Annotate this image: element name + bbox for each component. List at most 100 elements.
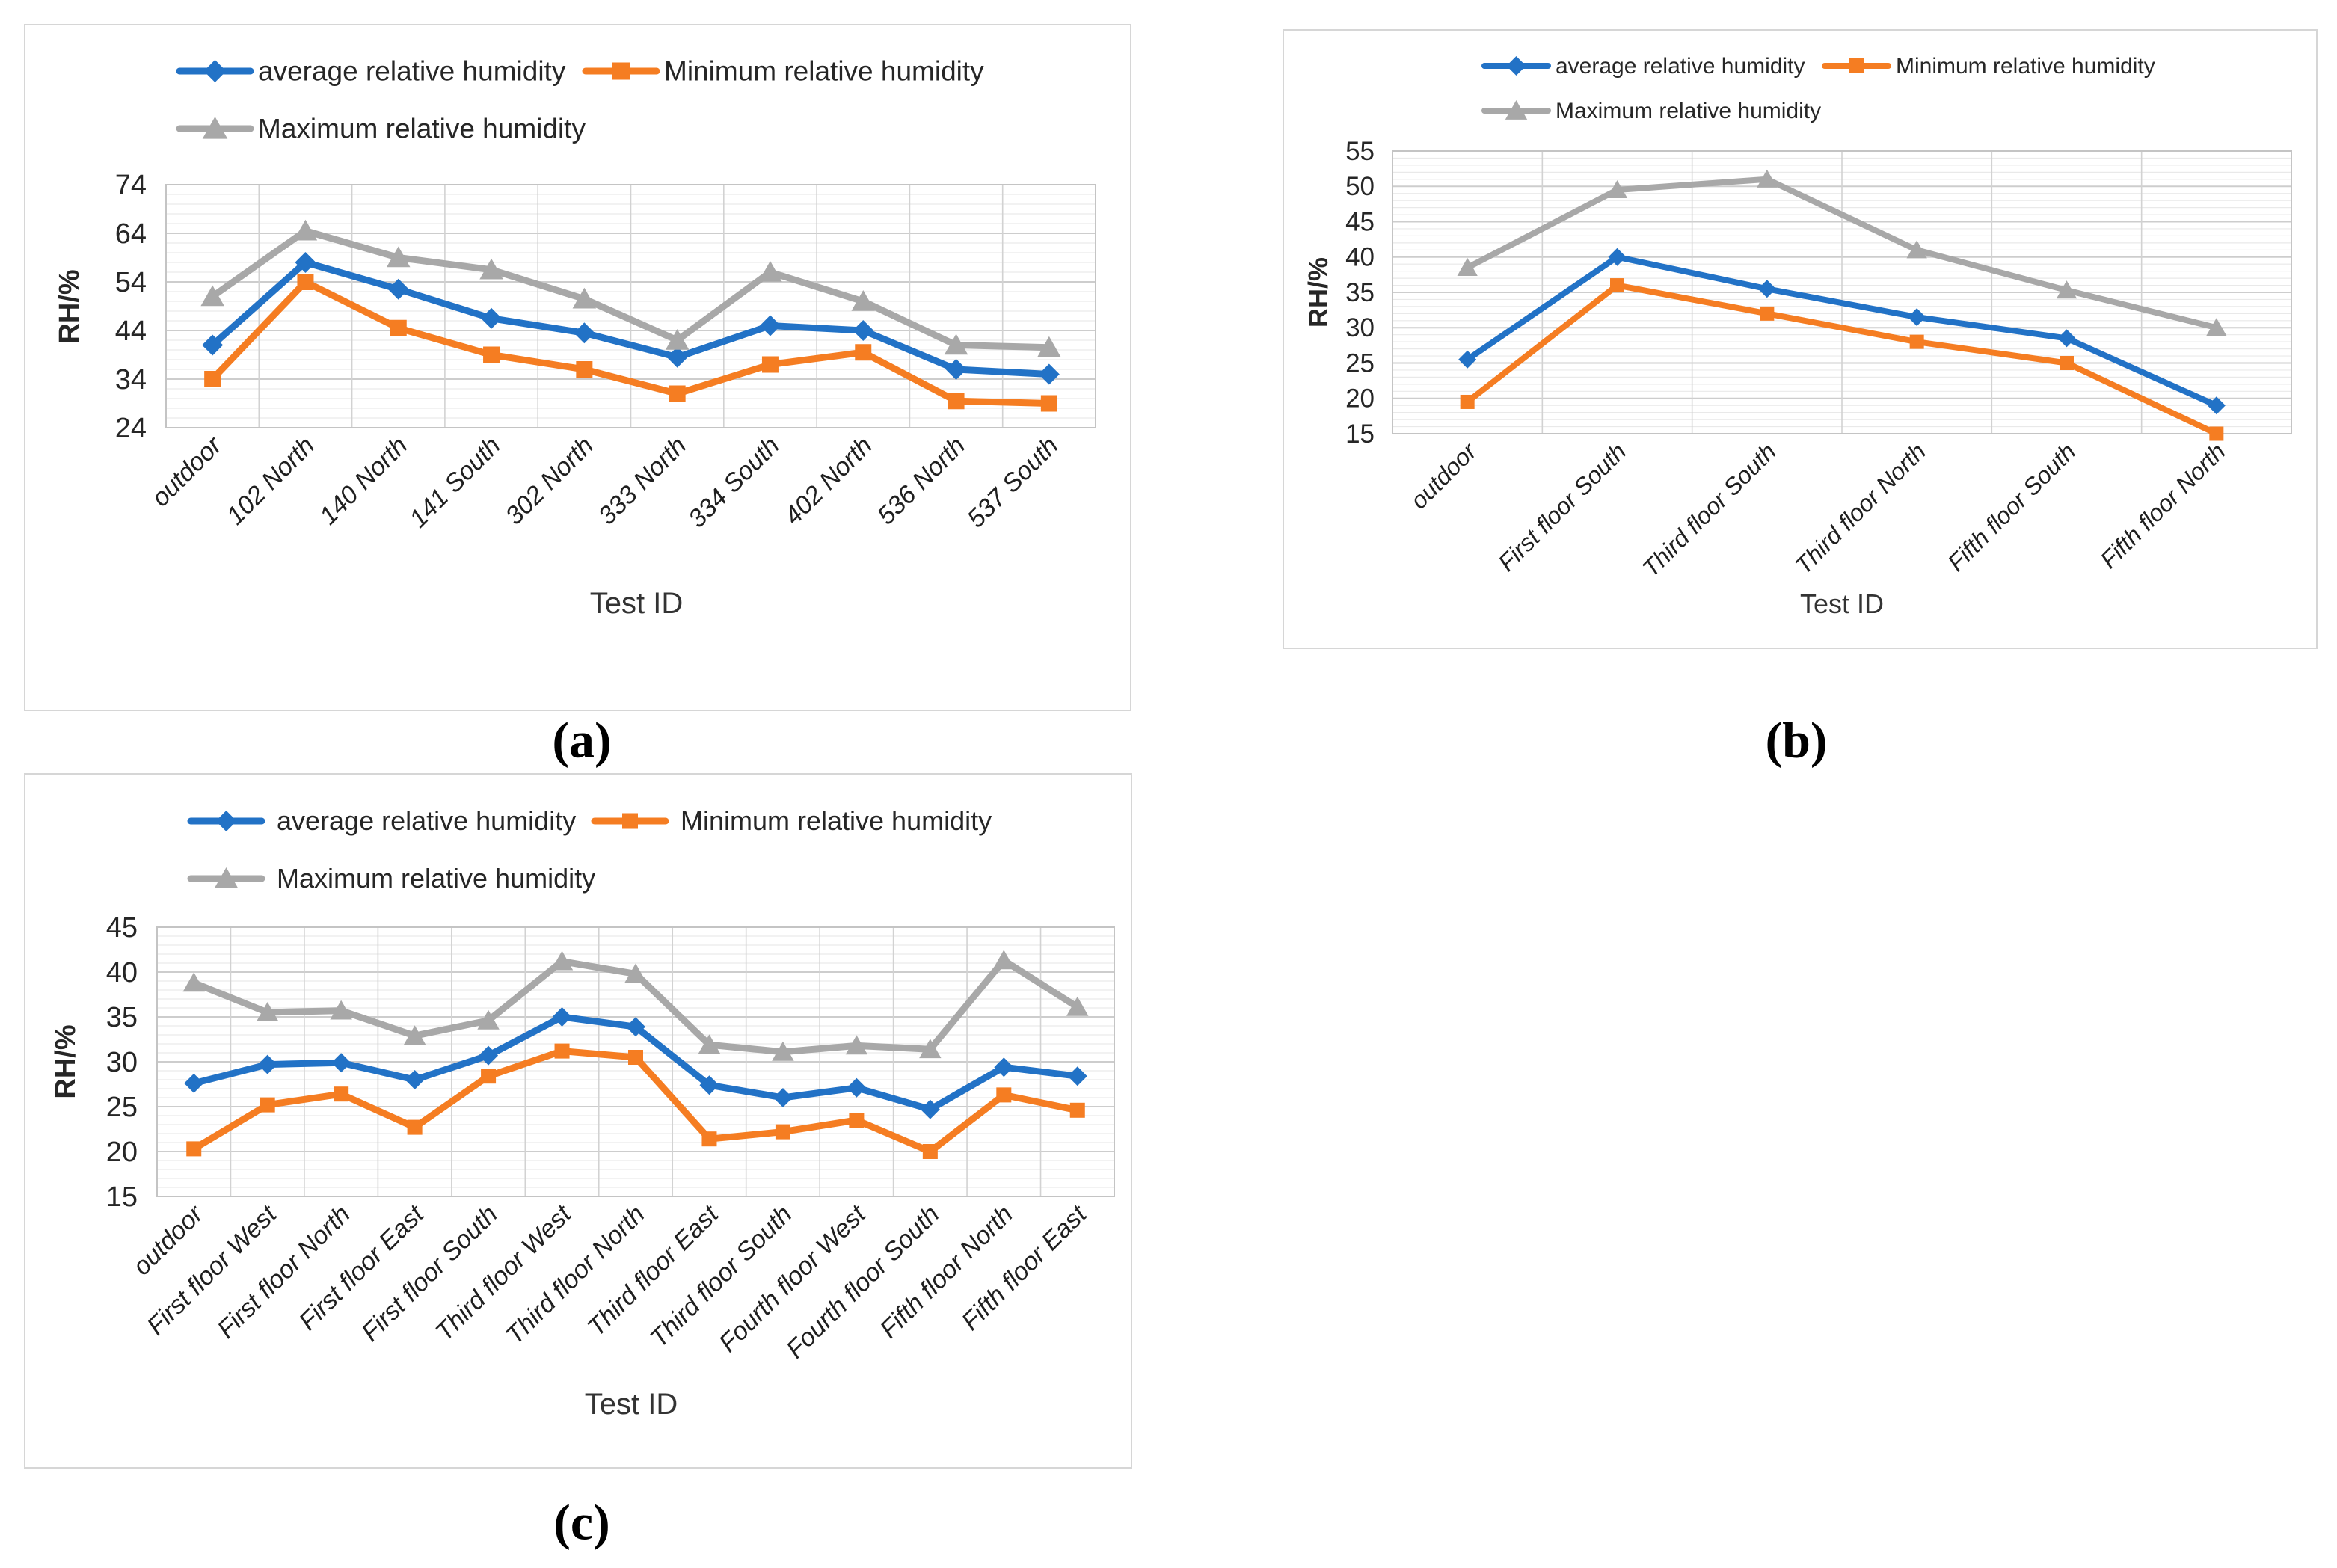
square-marker-icon (576, 361, 593, 378)
series-line-diamond (209, 259, 1053, 378)
square-marker-icon (407, 1119, 423, 1135)
diamond-marker-icon (2207, 396, 2226, 415)
series-line-triangle (1464, 176, 2220, 331)
diamond-marker-icon (920, 1099, 940, 1119)
vertical-gridlines (1541, 151, 2143, 434)
square-marker-icon (483, 346, 500, 363)
y-tick-label: 45 (1345, 207, 1375, 236)
triangle-marker-icon (944, 333, 968, 355)
series-maximum-relative-humidity (1457, 169, 2227, 336)
series-line-diamond (1464, 253, 2220, 409)
triangle-marker-icon (665, 329, 690, 350)
diamond-marker-icon (387, 278, 409, 300)
diamond-marker-icon (202, 334, 224, 356)
caption-a: (a) (552, 711, 612, 769)
diamond-marker-icon (853, 320, 874, 341)
series-minimum-relative-humidity (186, 1043, 1085, 1159)
square-marker-icon (996, 1087, 1012, 1103)
legend-label: Maximum relative humidity (258, 114, 586, 144)
series-line-triangle (209, 227, 1053, 351)
y-axis-title: RH/% (50, 1024, 82, 1098)
legend-diamond-icon (1506, 56, 1526, 76)
diamond-marker-icon (1038, 363, 1060, 385)
diamond-marker-icon (331, 1053, 351, 1073)
triangle-marker-icon (550, 950, 574, 971)
legend-item-average-relative-humidity: average relative humidity (187, 805, 576, 836)
triangle-marker-icon (624, 963, 647, 983)
square-marker-icon (186, 1141, 202, 1157)
square-marker-icon (260, 1097, 275, 1113)
triangle-marker-icon (479, 258, 503, 280)
series-average-relative-humidity (1458, 248, 2226, 415)
legend-diamond-icon (215, 811, 237, 831)
diamond-marker-icon (552, 1007, 572, 1027)
diamond-marker-icon (1067, 1066, 1087, 1086)
triangle-marker-icon (182, 972, 205, 992)
triangle-marker-icon (403, 1025, 426, 1045)
triangle-marker-icon (919, 1039, 942, 1059)
series-minimum-relative-humidity (1460, 278, 2224, 441)
triangle-marker-icon (477, 1009, 500, 1030)
square-marker-icon (701, 1131, 717, 1147)
plot-border (165, 184, 1096, 428)
y-tick-label: 44 (115, 316, 147, 347)
legend-item-maximum-relative-humidity: Maximum relative humidity (1481, 99, 1821, 123)
diamond-marker-icon (945, 359, 967, 380)
square-marker-icon (334, 1086, 349, 1102)
y-tick-label: 20 (1345, 384, 1375, 413)
square-marker-icon (761, 356, 779, 373)
legend-item-average-relative-humidity: average relative humidity (176, 56, 566, 87)
triangle-marker-icon (387, 246, 411, 268)
square-marker-icon (1760, 306, 1775, 321)
y-tick-label: 30 (1345, 313, 1375, 342)
diamond-marker-icon (1458, 350, 1477, 369)
triangle-marker-icon (1606, 179, 1628, 199)
square-marker-icon (1069, 1102, 1085, 1118)
square-marker-icon (922, 1144, 938, 1159)
triangle-marker-icon (2056, 280, 2077, 299)
triangle-marker-icon (1066, 996, 1089, 1016)
legend-item-average-relative-humidity: average relative humidity (1481, 54, 1805, 79)
legend-triangle-icon (202, 117, 228, 139)
legend-item-maximum-relative-humidity: Maximum relative humidity (187, 863, 595, 894)
square-marker-icon (948, 393, 965, 410)
triangle-marker-icon (772, 1041, 794, 1061)
square-marker-icon (1610, 278, 1624, 293)
diamond-marker-icon (184, 1073, 204, 1093)
square-marker-icon (1040, 395, 1057, 412)
square-marker-icon (855, 344, 872, 361)
diamond-marker-icon (1757, 280, 1776, 298)
y-tick-label: 35 (1345, 278, 1375, 307)
legend-square-icon (1849, 58, 1864, 73)
legend-diamond-icon (203, 60, 227, 82)
y-tick-label: 34 (115, 364, 147, 396)
legend-item-minimum-relative-humidity: Minimum relative humidity (582, 56, 984, 87)
square-marker-icon (849, 1113, 865, 1128)
square-marker-icon (481, 1069, 497, 1084)
triangle-marker-icon (572, 287, 597, 309)
legend: average relative humidity Minimum relativ… (1481, 54, 2155, 123)
y-tick-label: 40 (1345, 243, 1375, 272)
triangle-marker-icon (1037, 336, 1061, 357)
triangle-marker-icon (1457, 257, 1478, 276)
legend-square-icon (612, 62, 630, 80)
y-tick-label: 15 (106, 1181, 138, 1213)
x-axis-title: Test ID (590, 587, 683, 620)
y-tick-label: 30 (106, 1047, 138, 1078)
series-average-relative-humidity (184, 1007, 1087, 1119)
diamond-marker-icon (295, 252, 316, 273)
panel-border (24, 773, 1132, 1469)
y-tick-label: 20 (106, 1137, 138, 1168)
diamond-marker-icon (574, 322, 595, 344)
square-marker-icon (204, 371, 221, 387)
legend-label: average relative humidity (258, 56, 566, 87)
legend-triangle-icon (1505, 100, 1528, 120)
series-line-square (1464, 282, 2220, 437)
y-tick-label: 55 (1345, 137, 1375, 166)
diamond-marker-icon (257, 1054, 277, 1074)
legend-label: Maximum relative humidity (277, 863, 595, 894)
square-marker-icon (2209, 426, 2224, 441)
vertical-gridlines (258, 185, 1004, 428)
